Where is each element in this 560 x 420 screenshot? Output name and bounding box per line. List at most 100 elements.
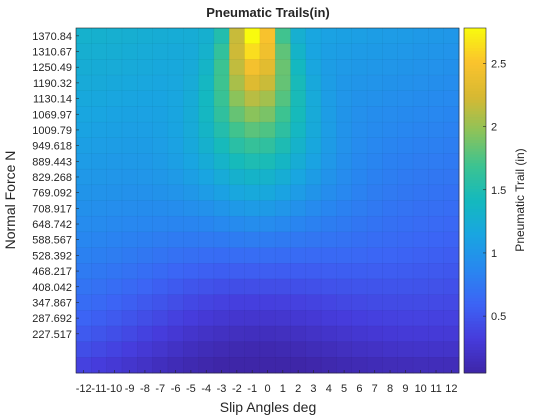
heatmap-cell	[428, 90, 445, 107]
heatmap-cell	[167, 231, 184, 248]
heatmap-cell	[91, 106, 108, 123]
colorbar-segment	[464, 226, 486, 230]
heatmap-cell	[336, 59, 353, 76]
heatmap-cell	[275, 169, 291, 186]
colorbar-segment	[464, 232, 486, 236]
heatmap-cell	[321, 247, 337, 264]
heatmap-cell	[76, 231, 92, 248]
heatmap-cell	[351, 106, 368, 123]
heatmap-cell	[152, 106, 169, 123]
heatmap-cell	[213, 310, 230, 327]
colorbar-segment	[464, 91, 486, 95]
heatmap-cell	[367, 28, 383, 45]
heatmap-cell	[167, 169, 184, 186]
heatmap-cell	[259, 216, 276, 233]
colorbar-segment	[464, 42, 486, 46]
heatmap-cell	[183, 325, 199, 343]
heatmap-cell	[121, 137, 138, 154]
heatmap-cell	[397, 325, 414, 343]
heatmap-cell	[121, 153, 138, 170]
colorbar-segment	[464, 209, 486, 213]
heatmap-cell	[91, 357, 108, 374]
heatmap-cell	[91, 137, 108, 154]
colorbar-frame	[463, 27, 487, 374]
heatmap-cell	[183, 310, 199, 327]
heatmap-cell	[382, 247, 399, 264]
y-tick-label: 1310.67	[32, 47, 72, 59]
colorbar-segment	[464, 117, 486, 121]
heatmap-cell	[290, 122, 307, 139]
heatmap-cell	[229, 75, 245, 92]
heatmap-cell	[443, 216, 460, 233]
colorbar-segment	[464, 56, 486, 61]
heatmap-cell	[137, 341, 153, 358]
heatmap-cell	[259, 169, 276, 186]
colorbar-segment	[464, 82, 486, 86]
heatmap-cell	[198, 90, 215, 107]
heatmap-cell	[76, 357, 92, 374]
colorbar-segment	[464, 79, 486, 84]
heatmap-cell	[167, 310, 184, 327]
heatmap-cell	[443, 263, 460, 280]
heatmap-cell	[336, 294, 353, 311]
colorbar-segment	[464, 278, 486, 282]
heatmap-cell	[290, 43, 307, 60]
heatmap-cell	[121, 106, 138, 123]
heatmap-cell	[275, 59, 291, 76]
heatmap-cell	[397, 357, 414, 374]
heatmap-cell	[106, 59, 123, 76]
colorbar-segment	[464, 194, 486, 199]
heatmap-cell	[106, 28, 123, 45]
heatmap-cell	[121, 357, 138, 374]
heatmap-cell	[336, 153, 353, 170]
x-tick-label: -8	[140, 383, 150, 395]
colorbar-segment	[464, 281, 486, 285]
heatmap-cell	[275, 153, 291, 170]
heatmap-cell	[167, 153, 184, 170]
heatmap-cell	[397, 106, 414, 123]
heatmap-cell	[213, 122, 230, 139]
heatmap-cell	[91, 75, 108, 92]
heatmap-cell	[106, 231, 123, 248]
heatmap-cell	[259, 90, 276, 107]
heatmap-cell	[106, 137, 123, 154]
colorbar-segment	[464, 180, 486, 184]
x-tick-label: 8	[387, 383, 393, 395]
colorbar-segment	[464, 243, 486, 247]
heatmap-cell	[321, 184, 337, 201]
heatmap-cell	[244, 341, 261, 358]
heatmap-cell	[413, 28, 429, 45]
heatmap-cell	[213, 137, 230, 154]
heatmap-cell	[428, 169, 445, 186]
colorbar-segment	[464, 74, 486, 78]
heatmap-cell	[106, 122, 123, 139]
heatmap-cell	[244, 357, 261, 374]
heatmap-cell	[382, 90, 399, 107]
heatmap-cell	[183, 59, 199, 76]
heatmap-cell	[137, 231, 153, 248]
heatmap-cell	[259, 106, 276, 123]
heatmap-cell	[305, 216, 322, 233]
colorbar-segment	[464, 286, 486, 291]
heatmap-cell	[336, 341, 353, 358]
y-tick-label: 287.692	[32, 313, 72, 325]
heatmap-cell	[121, 263, 138, 280]
heatmap-cell	[213, 106, 230, 123]
heatmap-cell	[198, 357, 215, 374]
colorbar-segment	[464, 237, 486, 242]
heatmap-cell	[91, 184, 108, 201]
heatmap-cell	[76, 90, 92, 107]
heatmap-cell	[91, 278, 108, 295]
heatmap-cell	[183, 184, 199, 201]
heatmap-cell	[198, 184, 215, 201]
colorbar-segment	[464, 309, 486, 314]
heatmap-cell	[413, 357, 429, 374]
heatmap-cell	[137, 28, 153, 45]
heatmap-cell	[290, 90, 307, 107]
colorbar-segment	[464, 212, 486, 216]
colorbar-segment	[464, 59, 486, 63]
heatmap-cell	[413, 294, 429, 311]
heatmap-cell	[428, 231, 445, 248]
heatmap-cell	[275, 106, 291, 123]
